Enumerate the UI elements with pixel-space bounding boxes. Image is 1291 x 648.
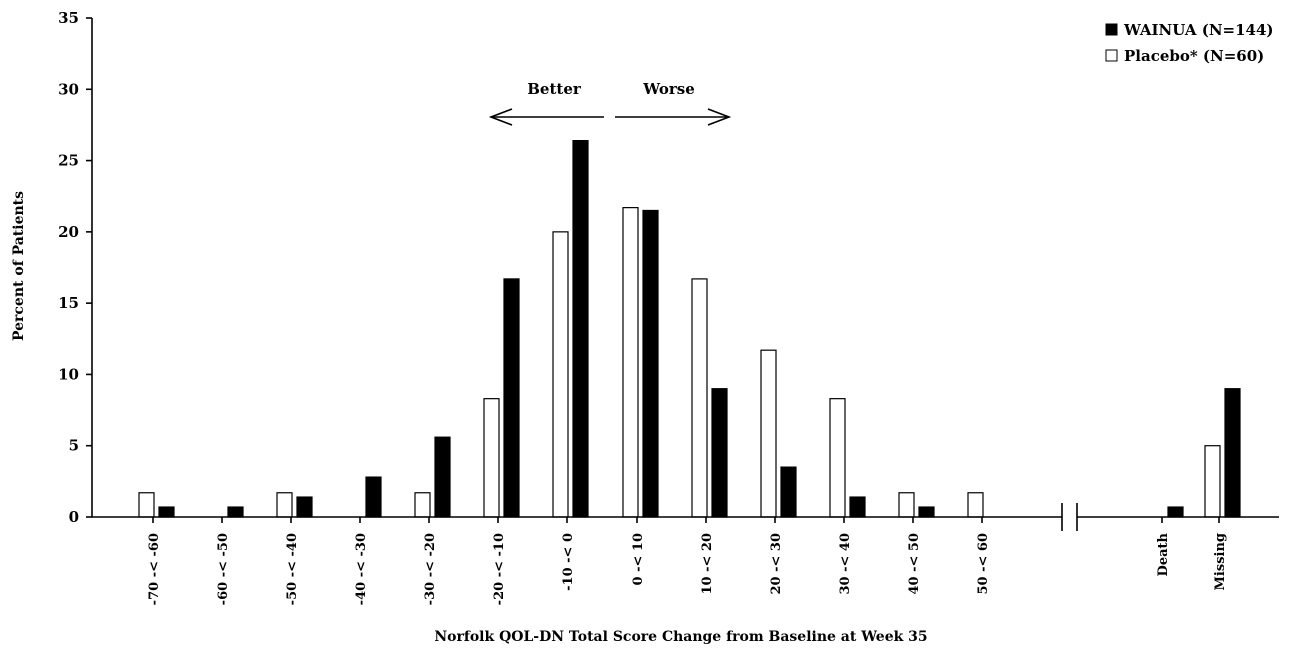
bar-wainua [1224, 388, 1241, 518]
worse-arrow [615, 108, 732, 126]
bar-wainua [780, 466, 797, 518]
bar-wainua [572, 140, 589, 518]
bar-placebo [691, 278, 708, 518]
bar-wainua [918, 506, 935, 518]
bar-wainua [503, 278, 520, 518]
worse-label: Worse [642, 80, 695, 98]
y-tick-label: 25 [58, 152, 79, 170]
x-category-label: 40 -< 50 [907, 533, 922, 595]
bar-wainua [365, 476, 382, 518]
better-label: Better [527, 80, 582, 98]
x-category-label: -30 -< -20 [423, 533, 438, 605]
bar-wainua [296, 496, 313, 518]
bar-placebo [829, 398, 846, 518]
bar-wainua [642, 209, 659, 518]
bar-wainua [434, 436, 451, 518]
x-category-label: -40 -< -30 [354, 533, 369, 605]
x-category-label: -50 -< -40 [285, 533, 300, 605]
bar-wainua [849, 496, 866, 518]
x-category-label: -70 -< -60 [147, 533, 162, 605]
bar-placebo [760, 349, 777, 518]
x-axis-title: Norfolk QOL-DN Total Score Change from B… [434, 629, 927, 645]
bars [138, 140, 1241, 518]
bar-wainua [1167, 506, 1184, 518]
y-tick-label: 20 [58, 223, 79, 241]
y-axis: 0 5 10 15 20 25 30 35 [58, 9, 93, 526]
x-category-label: -60 -< -50 [216, 533, 231, 605]
legend-label-placebo: Placebo* (N=60) [1124, 47, 1264, 65]
x-category-label: 30 -< 40 [838, 533, 853, 595]
bar-placebo [1204, 445, 1221, 518]
x-category-label: Death [1156, 532, 1171, 576]
y-tick-label: 10 [58, 365, 79, 383]
y-tick-label: 0 [69, 508, 79, 526]
bar-placebo [276, 492, 293, 518]
bar-wainua [711, 388, 728, 518]
y-tick-label: 30 [58, 80, 79, 98]
x-category-label: Missing [1213, 533, 1228, 590]
bar-placebo [483, 398, 500, 518]
y-tick-label: 35 [58, 9, 79, 27]
y-tick-label: 15 [58, 294, 79, 312]
better-arrow [488, 108, 604, 126]
x-category-label: -10 -< 0 [561, 533, 576, 591]
x-category-label: 50 -< 60 [976, 533, 991, 595]
bar-placebo [967, 492, 984, 518]
x-category-label: -20 -< -10 [492, 533, 507, 605]
x-category-label: 10 -< 20 [700, 533, 715, 595]
category-labels: -70 -< -60 -60 -< -50 -50 -< -40 -40 -< -30… [147, 532, 1228, 605]
bar-wainua [158, 506, 175, 518]
x-category-label: 20 -< 30 [769, 533, 784, 595]
bar-placebo [552, 231, 569, 518]
legend-swatch-wainua [1105, 23, 1118, 36]
bar-placebo [898, 492, 915, 518]
bar-placebo [414, 492, 431, 518]
legend: WAINUA (N=144) Placebo* (N=60) [1105, 21, 1274, 65]
y-axis-title: Percent of Patients [11, 191, 27, 341]
legend-label-wainua: WAINUA (N=144) [1123, 21, 1274, 39]
direction-annotation: Better Worse [488, 80, 732, 126]
x-axis [92, 503, 1279, 531]
x-category-label: 0 -< 10 [631, 533, 646, 585]
bar-wainua [227, 506, 244, 518]
legend-swatch-placebo [1105, 49, 1118, 62]
y-tick-label: 5 [69, 437, 79, 455]
bar-placebo [622, 207, 639, 518]
bar-placebo [138, 492, 155, 518]
